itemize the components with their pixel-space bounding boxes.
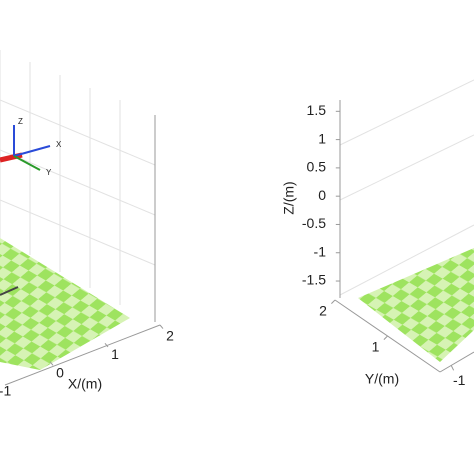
x-tick-label: 1 xyxy=(111,346,119,362)
triad-label: Y xyxy=(46,168,52,177)
right-floor xyxy=(358,248,474,362)
z-tick-label: -1.5 xyxy=(302,272,326,288)
z-tick-label: 1 xyxy=(318,130,326,146)
right-box xyxy=(339,79,474,298)
y-tick xyxy=(331,299,336,304)
x-tick xyxy=(450,365,455,371)
z-tick-label: 1.5 xyxy=(307,102,327,118)
x-tick-label: -1 xyxy=(0,383,11,399)
left-x-axis xyxy=(4,324,161,386)
x-tick xyxy=(159,324,164,329)
z-tick-label: -1 xyxy=(314,243,327,259)
x-tick xyxy=(104,343,109,348)
z-tick-label: 0 xyxy=(318,187,326,203)
x-tick-label: 2 xyxy=(166,328,174,344)
left-floor xyxy=(0,238,130,370)
z-tick-label: 0.5 xyxy=(307,159,327,175)
left-rod xyxy=(0,286,19,296)
x-axis-label: X/(m) xyxy=(68,376,102,392)
left-box xyxy=(0,50,156,322)
triad-label: Z xyxy=(18,117,23,126)
z-tick-label: -0.5 xyxy=(302,215,326,231)
y-tick-label: 2 xyxy=(319,303,327,319)
x-tick xyxy=(49,361,54,366)
y-axis-label: Y/(m) xyxy=(365,371,399,387)
x-tick-label: -1 xyxy=(453,372,466,388)
x-tick-label: 0 xyxy=(56,364,64,380)
y-tick-label: 1 xyxy=(372,339,380,355)
right-x-axis xyxy=(439,351,474,373)
y-tick xyxy=(383,335,388,340)
frame-triad xyxy=(0,125,51,171)
z-axis-label: Z/(m) xyxy=(281,181,297,214)
triad-label: X xyxy=(56,140,62,149)
